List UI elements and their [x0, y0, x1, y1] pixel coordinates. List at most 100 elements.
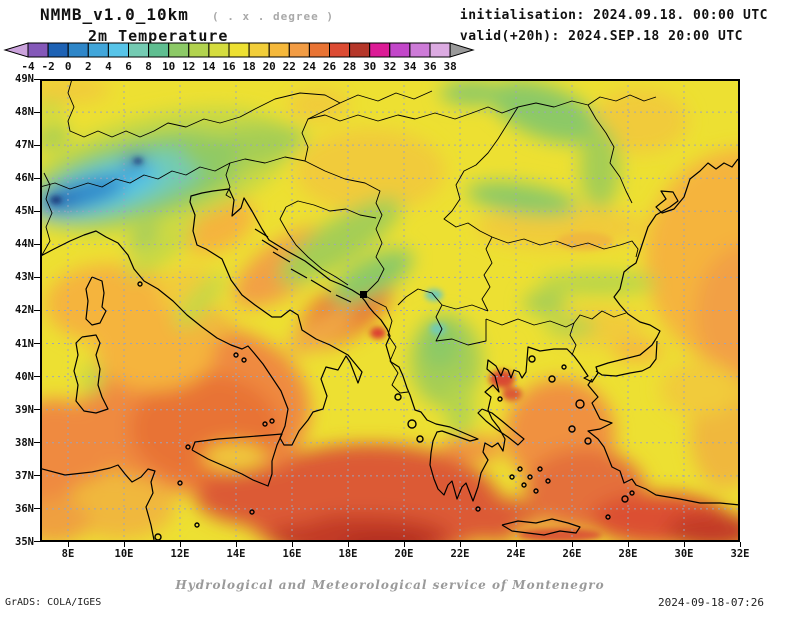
colorbar-segment: [128, 42, 150, 58]
lat-tick: [34, 475, 40, 477]
field-blob: [127, 223, 161, 251]
model-title: NMMB_v1.0_10km: [40, 5, 189, 24]
lat-label: 47N: [15, 139, 34, 152]
colorbar-tick-label: 28: [343, 60, 356, 73]
field-blob: [126, 223, 194, 279]
field-blob: [440, 81, 504, 105]
colorbar-tick-label: 8: [145, 60, 152, 73]
field-blob: [288, 308, 356, 354]
field-blob: [295, 129, 445, 213]
colorbar-tick-label: 4: [105, 60, 112, 73]
temperature-colorbar: -4 -2 0 2 4 6 8 10 12 14 16 18 20 22 24 26 28 30 32 34 36 38: [3, 42, 475, 73]
colorbar-tick-label: 32: [383, 60, 396, 73]
lat-tick: [34, 343, 40, 345]
colorbar-tick-label: -2: [41, 60, 54, 73]
colorbar-tick-label: 26: [323, 60, 337, 73]
field-blob: [592, 89, 688, 153]
lat-label: 42N: [15, 304, 34, 317]
lat-tick: [34, 376, 40, 378]
lat-tick: [34, 78, 40, 80]
lon-tick: [683, 542, 685, 547]
colorbar-tick-label: 2: [85, 60, 92, 73]
colorbar-segment: [248, 42, 270, 58]
lon-label: 16E: [282, 548, 302, 560]
field-blob: [489, 370, 515, 388]
lon-label: 14E: [226, 548, 246, 560]
islands: [137, 281, 635, 541]
colorbar-tick-label: 34: [403, 60, 417, 73]
lat-tick: [34, 508, 40, 510]
colorbar-arrow-left: [3, 42, 29, 58]
field-blob: [40, 124, 70, 150]
lon-tick: [291, 542, 293, 547]
colorbar-segment: [268, 42, 290, 58]
colorbar-segment: [188, 42, 210, 58]
field-blob: [502, 387, 522, 401]
lat-tick: [34, 309, 40, 311]
colorbar-segment: [308, 42, 330, 58]
lat-label: 36N: [15, 502, 34, 515]
colorbar-tick-label: 16: [222, 60, 236, 73]
lon-tick: [739, 542, 741, 547]
field-blob: [203, 443, 267, 471]
lon-tick: [347, 542, 349, 547]
colorbar-tick-label: -4: [21, 60, 35, 73]
initialisation-line: initialisation: 2024.09.18. 00:00 UTC: [459, 8, 768, 23]
lon-tick: [179, 542, 181, 547]
lat-label: 46N: [15, 172, 34, 185]
colorbar-segment: [87, 42, 109, 58]
colorbar-segment: [349, 42, 371, 58]
field-blob: [695, 245, 740, 383]
lat-label: 43N: [15, 271, 34, 284]
temperature-field: [50, 158, 613, 542]
colorbar-tick-label: 20: [263, 60, 276, 73]
lat-tick: [34, 442, 40, 444]
field-blob: [466, 182, 578, 216]
colorbar-tick-label: 30: [363, 60, 376, 73]
lat-label: 38N: [15, 436, 34, 449]
lon-label: 28E: [618, 548, 638, 560]
colorbar-segment: [107, 42, 130, 58]
lon-label: 8E: [61, 548, 75, 560]
field-blob: [81, 362, 103, 396]
colorbar-segment: [409, 42, 431, 58]
lat-label: 45N: [15, 205, 34, 218]
lat-tick: [34, 409, 40, 411]
creation-timestamp: 2024-09-18-07:26: [658, 596, 764, 609]
country-borders: [40, 79, 657, 394]
field-subtitle: 2m Temperature: [88, 27, 229, 45]
colorbar-tick-label: 10: [162, 60, 175, 73]
service-credit: Hydrological and Meteorological service …: [175, 578, 605, 592]
lon-label: 18E: [338, 548, 358, 560]
lat-label: 48N: [15, 106, 34, 119]
colorbar-segment: [429, 42, 451, 58]
field-blob: [660, 361, 740, 417]
field-blob: [288, 89, 348, 121]
lon-tick: [515, 542, 517, 547]
field-blob: [65, 475, 175, 539]
field-blob: [50, 196, 62, 204]
map-frame: [40, 79, 740, 542]
lat-label: 39N: [15, 403, 34, 416]
lat-label: 41N: [15, 337, 34, 350]
field-blob: [667, 513, 740, 542]
lat-tick: [34, 210, 40, 212]
map-area: [40, 79, 740, 542]
field-blob: [40, 100, 65, 118]
field-blob: [580, 125, 620, 209]
colorbar-tick-label: 38: [443, 60, 456, 73]
colorbar-segment: [288, 42, 310, 58]
lon-tick: [459, 542, 461, 547]
field-blob: [195, 467, 345, 527]
colorbar-arrow-right: [449, 42, 475, 58]
lon-tick: [627, 542, 629, 547]
field-blob: [40, 499, 90, 542]
colorbar-tick-label: 14: [202, 60, 216, 73]
lat-label: 44N: [15, 238, 34, 251]
field-blob: [184, 142, 240, 168]
colorbar-segment: [148, 42, 170, 58]
field-blob: [557, 232, 613, 250]
lon-label: 10E: [114, 548, 134, 560]
lon-label: 22E: [450, 548, 470, 560]
